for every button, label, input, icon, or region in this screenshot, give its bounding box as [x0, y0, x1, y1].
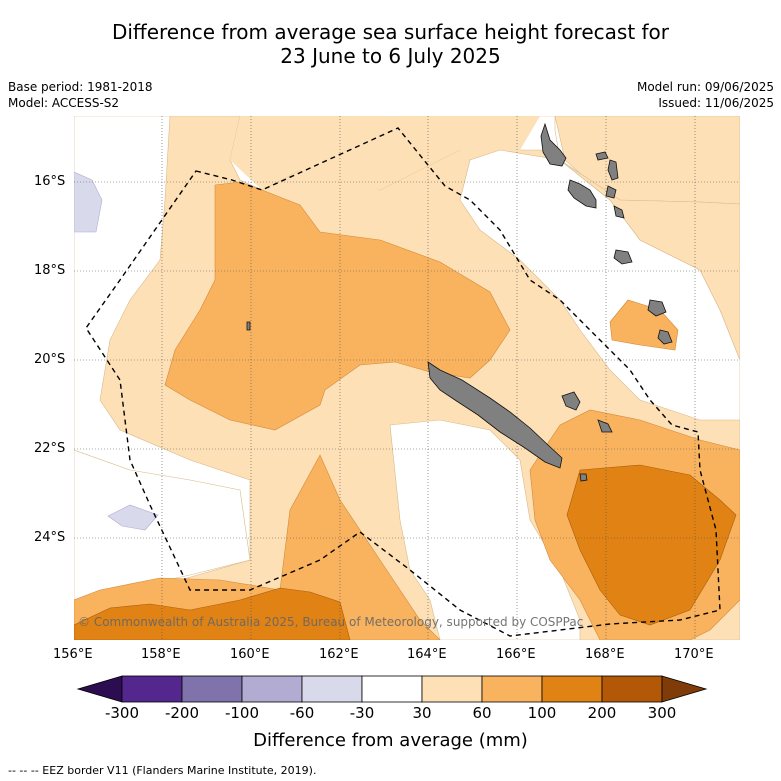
colorbar-segment	[301, 675, 363, 703]
lon-label-162e: 162°E	[319, 647, 359, 662]
lat-label-24s: 24°S	[34, 530, 66, 545]
colorbar-segment	[421, 675, 483, 703]
copyright-text: © Commonwealth of Australia 2025, Bureau…	[78, 615, 583, 629]
colorbar-tick-label: -30	[349, 704, 375, 722]
colorbar-segment	[541, 675, 603, 703]
colorbar-extend-low	[76, 675, 123, 703]
issued-date: Issued: 11/06/2025	[658, 96, 774, 110]
colorbar-tick-label: 300	[647, 704, 677, 722]
colorbar-segment	[181, 675, 243, 703]
contour-100-200	[566, 464, 737, 626]
colorbar-extend-high	[661, 675, 708, 703]
colorbar-tick-label: -300	[104, 704, 140, 722]
lat-label-16s: 16°S	[34, 174, 66, 189]
model-run: Model run: 09/06/2025	[636, 80, 774, 94]
title-line-2: 23 June to 6 July 2025	[280, 44, 501, 68]
eez-footnote: -- -- -- EEZ border V11 (Flanders Marine…	[8, 764, 317, 777]
lon-label-156e: 156°E	[53, 647, 93, 662]
colorbar-tick-label: 200	[587, 704, 617, 722]
lon-label-160e: 160°E	[230, 647, 270, 662]
colorbar-tick-label: 60	[472, 704, 492, 722]
new-caledonia	[427, 361, 563, 469]
colorbar-segment	[241, 675, 303, 703]
colorbar-title: Difference from average (mm)	[253, 730, 528, 751]
eez-border	[85, 127, 721, 637]
colorbar-tick-label: -100	[224, 704, 260, 722]
colorbar-segment	[361, 675, 423, 703]
model-name: Model: ACCESS-S2	[8, 96, 120, 110]
title-line-1: Difference from average sea surface heig…	[111, 20, 670, 44]
contour-neg-a	[74, 171, 103, 233]
colorbar-tick-label: 100	[527, 704, 557, 722]
lon-label-158e: 158°E	[141, 647, 181, 662]
lon-label-168e: 168°E	[585, 647, 625, 662]
lat-label-18s: 18°S	[34, 263, 66, 278]
base-period: Base period: 1981-2018	[8, 80, 153, 94]
colorbar-segment	[121, 675, 183, 703]
colorbar-segment	[481, 675, 543, 703]
vanuatu-north	[540, 122, 567, 167]
colorbar-tick-label: -200	[164, 704, 200, 722]
lat-label-20s: 20°S	[34, 352, 66, 367]
lon-label-166e: 166°E	[496, 647, 536, 662]
graticule	[74, 116, 740, 640]
contour-neg-b	[107, 504, 159, 531]
lat-label-22s: 22°S	[34, 441, 66, 456]
colorbar-tick-label: 30	[412, 704, 432, 722]
colorbar-tick-label: -60	[289, 704, 315, 722]
lon-label-170e: 170°E	[674, 647, 714, 662]
land-masses	[246, 122, 673, 482]
lon-label-164e: 164°E	[407, 647, 447, 662]
colorbar-segment	[601, 675, 663, 703]
colorbar	[76, 675, 708, 703]
